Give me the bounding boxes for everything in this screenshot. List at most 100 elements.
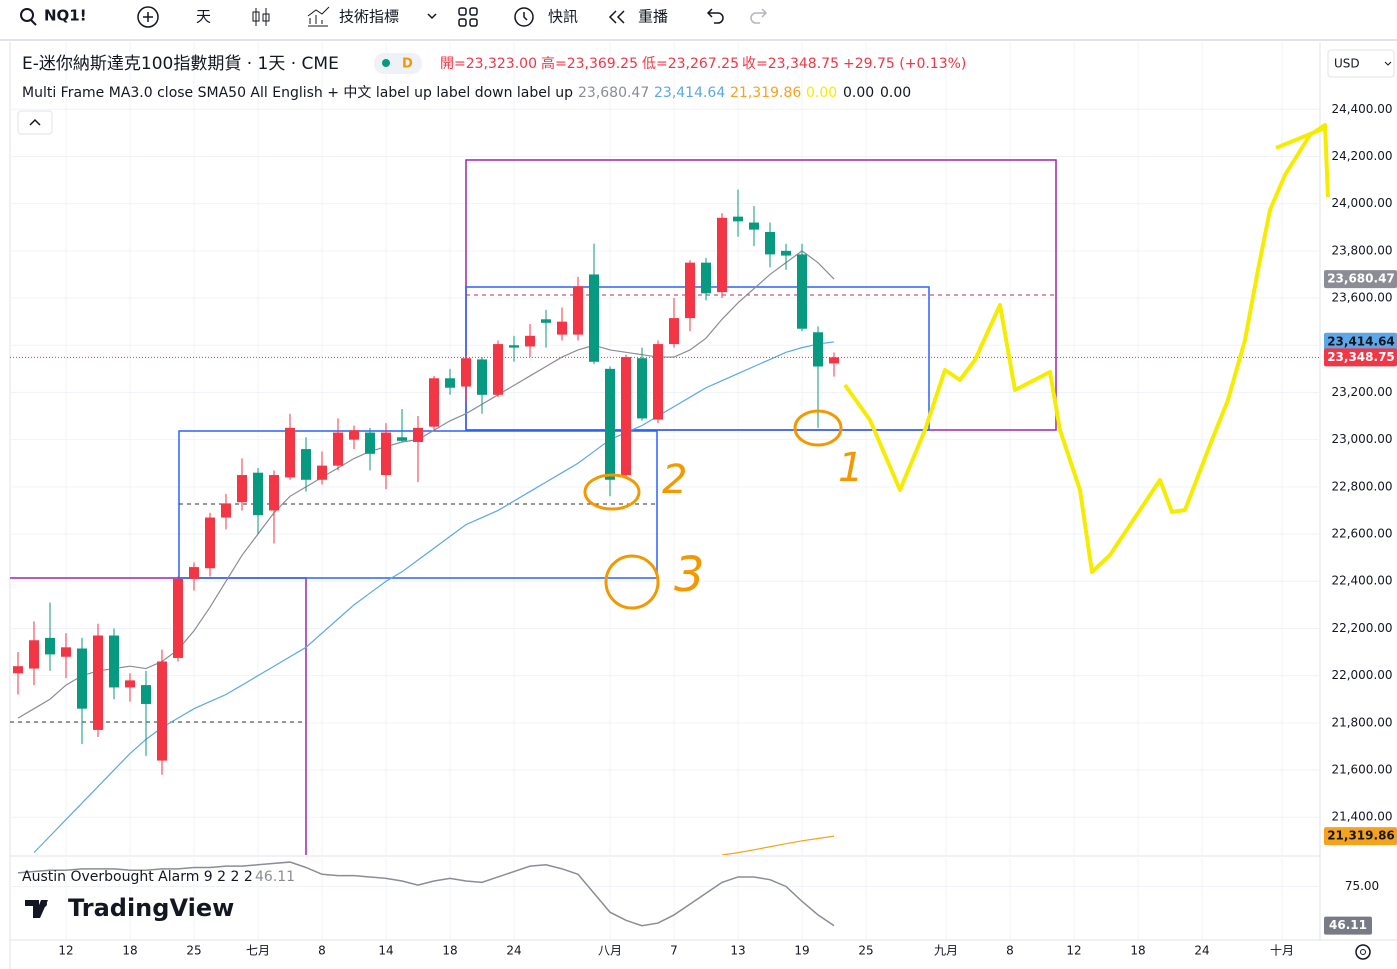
candle-body [13, 666, 23, 674]
x-tick-label: 8 [318, 944, 326, 958]
y-tick-label: 23,600.00 [1331, 291, 1392, 305]
candle-body [733, 216, 743, 222]
candle-body [701, 262, 711, 294]
annotation: 3 [674, 547, 705, 603]
candle-body [557, 321, 567, 335]
candle-icon[interactable] [252, 11, 260, 22]
alert-icon[interactable] [514, 7, 534, 27]
y-tick-label: 21,600.00 [1331, 763, 1392, 777]
candle-body [445, 378, 455, 388]
x-tick-label: 18 [1130, 944, 1145, 958]
x-tick-label: 13 [730, 944, 745, 958]
y-tick-label: 21,800.00 [1331, 715, 1392, 729]
candle-body [781, 250, 791, 256]
ma-last-label: 21,319.86 [1327, 829, 1395, 843]
currency-select[interactable] [1327, 49, 1395, 78]
yellow-freehand [843, 123, 1330, 574]
candle-body [29, 640, 39, 669]
candle-body [413, 427, 423, 443]
candle-body [93, 635, 103, 730]
status-dot [382, 59, 390, 67]
ma-last-label-bg [1324, 827, 1397, 846]
symbol[interactable]: NQ1! [44, 7, 87, 25]
candle-body [749, 222, 759, 230]
candle-body [61, 647, 71, 657]
indicator-legend: Multi Frame MA3.0 close SMA50 All Englis… [22, 85, 911, 101]
y-tick-label: 22,800.00 [1331, 479, 1392, 493]
ma-line [17, 250, 835, 719]
candle-body [573, 286, 583, 335]
candle-body [797, 254, 807, 329]
candle-body [717, 217, 727, 293]
candle-body [173, 578, 183, 658]
candle-body [77, 648, 87, 709]
currency: USD [1334, 57, 1360, 71]
x-tick-label: 14 [378, 944, 393, 958]
x-tick-label: 24 [506, 944, 521, 958]
ma-line [33, 341, 835, 854]
undo[interactable] [706, 8, 724, 24]
y-tick-label: 23,000.00 [1331, 432, 1392, 446]
candle-body [381, 432, 391, 476]
brand: TradingView [68, 894, 234, 922]
candle-body [525, 335, 535, 347]
grid [10, 42, 1320, 940]
redo[interactable] [750, 8, 768, 24]
x-tick-label: 19 [794, 944, 809, 958]
layout-icon[interactable] [458, 7, 478, 27]
ohlc: 開=23,323.00 高=23,369.25 低=23,267.25 收=23,34… [440, 55, 966, 72]
interval[interactable]: 天 [196, 8, 211, 26]
candle-body [541, 319, 551, 323]
oscillator-plot [17, 861, 835, 927]
candle-body [45, 637, 55, 655]
orange-circle [793, 409, 843, 447]
replay-button[interactable]: 重播 [638, 8, 668, 26]
settings[interactable] [1355, 944, 1371, 960]
y-tick-label: 24,000.00 [1331, 196, 1392, 210]
oscillator-title: Austin Overbought Alarm 9 2 2 2 [22, 869, 253, 885]
candle-body [829, 357, 839, 364]
x-tick-label: 八月 [598, 944, 622, 958]
hand-drawings [583, 123, 1330, 610]
annotation: 1 [838, 445, 863, 491]
candle-body [493, 344, 503, 395]
y-tick-label: 24,400.00 [1331, 102, 1392, 116]
candle-body [621, 357, 631, 476]
indicator-icon[interactable] [307, 6, 330, 27]
x-tick-label: 25 [186, 944, 201, 958]
candle-body [669, 318, 679, 345]
toolbar: NQ1! 天 技術指標 快訊 重播 [0, 0, 1397, 41]
x-tick-label: 18 [442, 944, 457, 958]
candle-body [653, 344, 663, 420]
indicators-button[interactable]: 技術指標 [339, 8, 399, 26]
badge: D [402, 57, 413, 72]
candle-body [429, 378, 439, 427]
badge-bg [374, 53, 422, 74]
x-tick-label: 七月 [246, 944, 270, 958]
candle-body [589, 274, 599, 362]
add-icon[interactable] [137, 6, 159, 28]
y-tick-label: 22,000.00 [1331, 668, 1392, 682]
oscillator-last-label: 46.11 [1329, 918, 1367, 932]
candle-body [317, 465, 327, 480]
close-label: 23,348.75 [1327, 350, 1395, 364]
ma-last-label-bg [1324, 270, 1397, 289]
x-tick-label: 九月 [934, 944, 958, 958]
candle-body [237, 475, 247, 503]
annotation: 2 [662, 457, 687, 503]
ma-last-label: 23,414.64 [1327, 334, 1395, 348]
candle-body [461, 358, 471, 387]
candle-body [205, 517, 215, 569]
y-tick-label: 22,400.00 [1331, 574, 1392, 588]
x-tick-label: 8 [1006, 944, 1014, 958]
collapse-button[interactable] [17, 110, 53, 135]
ma-last-label: 23,680.47 [1327, 272, 1395, 286]
candle-body [765, 231, 775, 255]
close-label-bg [1324, 348, 1397, 367]
ma-last-label-bg [1324, 332, 1397, 351]
x-tick-label: 12 [58, 944, 73, 958]
orange-circle [604, 554, 660, 610]
alerts-button[interactable]: 快訊 [548, 8, 578, 26]
replay-icon[interactable] [608, 10, 625, 24]
